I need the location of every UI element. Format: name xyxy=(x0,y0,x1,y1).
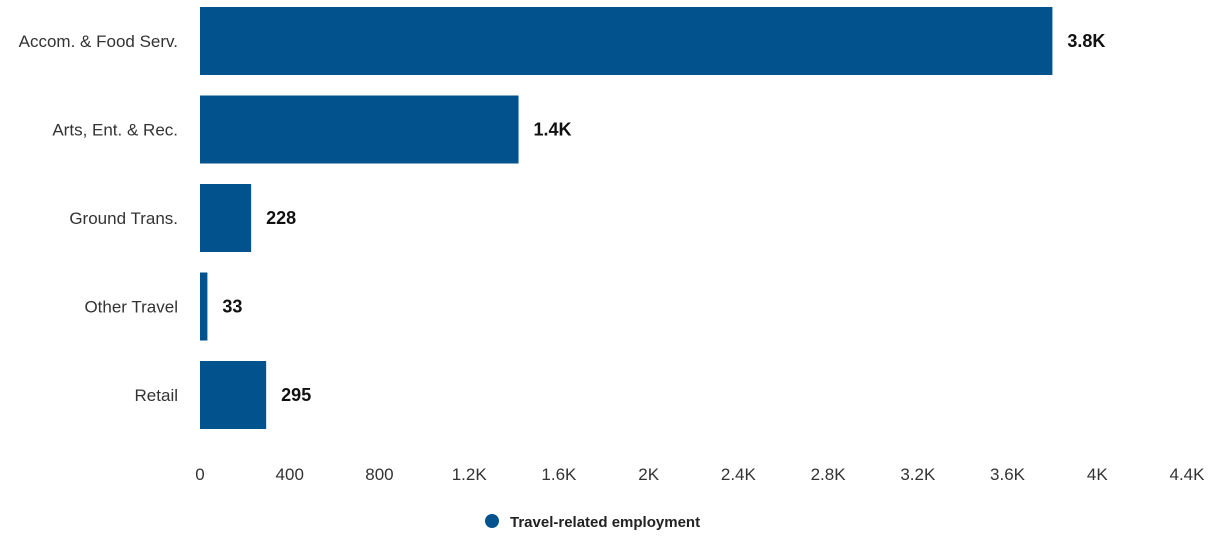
legend[interactable]: Travel-related employment xyxy=(485,514,700,531)
category-label-arts-ent-rec: Arts, Ent. & Rec. xyxy=(52,121,178,140)
bar-other-travel[interactable] xyxy=(200,272,208,341)
category-label-retail: Retail xyxy=(135,386,178,405)
value-labels: 3.8K 1.4K 228 33 295 xyxy=(222,31,1105,405)
value-label-accom-food-serv: 3.8K xyxy=(1067,31,1105,51)
value-label-other-travel: 33 xyxy=(222,297,242,317)
x-tick-label: 3.6K xyxy=(990,465,1026,484)
bars-layer xyxy=(200,7,1053,429)
x-tick-label: 2.8K xyxy=(811,465,847,484)
bar-accom-food-serv[interactable] xyxy=(200,7,1053,75)
category-label-other-travel: Other Travel xyxy=(84,298,178,317)
legend-swatch xyxy=(485,514,499,528)
x-tick-label: 4.4K xyxy=(1170,465,1206,484)
x-tick-label: 800 xyxy=(365,465,393,484)
bar-retail[interactable] xyxy=(200,361,267,429)
x-tick-label: 4K xyxy=(1087,465,1108,484)
x-axis-ticks: 0 400 800 1.2K 1.6K 2K 2.4K 2.8K 3.2K 3.6K 4K 4.4K xyxy=(195,465,1205,484)
bar-ground-trans[interactable] xyxy=(200,184,252,252)
x-tick-label: 0 xyxy=(195,465,204,484)
x-tick-label: 2.4K xyxy=(721,465,757,484)
category-labels: Accom. & Food Serv. Arts, Ent. & Rec. Grou… xyxy=(19,32,178,405)
x-tick-label: 3.2K xyxy=(900,465,936,484)
category-label-ground-trans: Ground Trans. xyxy=(69,209,178,228)
x-tick-label: 1.6K xyxy=(541,465,577,484)
legend-label: Travel-related employment xyxy=(510,514,700,531)
value-label-arts-ent-rec: 1.4K xyxy=(534,120,572,140)
value-label-retail: 295 xyxy=(281,385,311,405)
category-label-accom-food-serv: Accom. & Food Serv. xyxy=(19,32,178,51)
bar-arts-ent-rec[interactable] xyxy=(200,95,519,164)
x-tick-label: 2K xyxy=(638,465,659,484)
x-tick-label: 1.2K xyxy=(452,465,488,484)
x-tick-label: 400 xyxy=(276,465,304,484)
value-label-ground-trans: 228 xyxy=(266,208,296,228)
